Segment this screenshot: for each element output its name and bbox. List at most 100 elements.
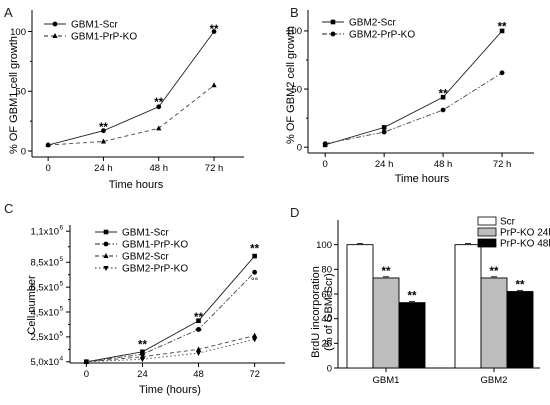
panel-c-significance-mark: °° [251, 276, 259, 286]
panel-d-y-tick-label: 100 [316, 240, 332, 251]
panel-d-label: D [290, 205, 299, 220]
panel-b-data-point [322, 141, 328, 147]
panel-b-series-line [325, 72, 503, 145]
panel-d-legend-label: PrP-KO 48h [500, 239, 550, 250]
panel-a-significance-mark: ** [154, 97, 163, 109]
panel-d-bar [346, 244, 374, 369]
panel-b-legend-label: GBM2-PrP-KO [349, 30, 415, 41]
panel-c-significance-mark: ** [194, 312, 203, 324]
panel-a-series-line [48, 31, 215, 146]
panel-d-legend-label: PrP-KO 24h [500, 228, 550, 239]
panel-b-significance-mark: ** [498, 21, 507, 33]
panel-c-series-line [86, 271, 255, 363]
panel-c-legend-marker [103, 253, 109, 258]
panel-c-legend-label: GBM2-PrP-KO [122, 264, 188, 275]
panel-b-ylabel: % OF GBM2 cell growth [285, 26, 297, 144]
panel-a-label: A [4, 5, 13, 20]
panel-c-y-tick-exponent: 4 [60, 355, 64, 362]
panel-d-bar [480, 277, 508, 369]
panel-a-y-tick-label: 100 [10, 27, 26, 38]
panel-d-legend-label: Scr [500, 217, 516, 228]
panel-d-bar [506, 291, 534, 369]
panel-d: D BrdU incorporation (% of GBM-Scr) 0 20 4… [290, 205, 550, 386]
panel-c-xlabel: Time (hours) [139, 384, 201, 396]
panel-d-bar [398, 302, 426, 369]
panel-c-x-tick-label: 48 [193, 369, 204, 380]
panel-b-x-tick-label: 48 h [434, 159, 453, 170]
panel-b-data-point [440, 107, 446, 113]
panel-c-data-point [195, 351, 202, 357]
panel-a-x-tick-label: 48 h [149, 163, 168, 174]
panel-c-data-point [195, 346, 202, 352]
panel-a-x-tick-label: 24 h [94, 163, 113, 174]
panel-d-legend-swatch [477, 238, 497, 248]
panel-d-category-label: GBM2 [481, 375, 508, 386]
panel-d-bar [372, 277, 400, 369]
panel-a-data-point [211, 82, 217, 88]
panel-a-legend-marker [52, 33, 58, 38]
panel-c-x-tick-label: 72 [249, 369, 260, 380]
panel-c: C Cell number Time (hours) 5,0x10 4 2,5x10… [4, 201, 285, 396]
panel-a-significance-mark: ** [99, 122, 108, 134]
panel-c-legend-marker [103, 229, 109, 235]
panel-b-x-tick-label: 0 [323, 159, 328, 170]
panel-b-x-tick-label: 72 h [493, 159, 512, 170]
panel-d-category-label: GBM1 [373, 375, 400, 386]
panel-b-y-tick-label: 50 [291, 84, 302, 95]
panel-d-y-tick-label: 0 [327, 363, 332, 374]
panel-c-legend-marker [103, 266, 109, 271]
panel-c-legend-label: GBM1-Scr [122, 228, 169, 239]
panel-b-y-tick-label: 0 [297, 142, 302, 153]
panel-c-y-tick-exponent: 5 [60, 281, 64, 288]
panel-a-data-point [45, 142, 51, 148]
panel-c-x-tick-label: 24 [137, 369, 148, 380]
panel-b-xlabel: Time hours [395, 173, 450, 185]
panel-d-ylabel2: (% of GBM-Scr) [323, 273, 335, 351]
panel-c-y-tick-exponent: 5 [60, 330, 64, 337]
panel-b-legend-marker [330, 31, 336, 37]
panel-c-y-tick-exponent: 5 [60, 306, 64, 313]
panel-d-ylabel: BrdU incorporation [310, 266, 322, 358]
panel-d-significance-mark: ** [408, 291, 417, 303]
panel-c-data-point [252, 269, 258, 275]
panel-a-x-tick-label: 0 [45, 163, 50, 174]
panel-b-data-point [381, 129, 387, 135]
panel-a-xlabel: Time hours [109, 179, 164, 191]
panel-d-legend-swatch [477, 227, 497, 237]
panel-d-significance-mark: ** [382, 266, 391, 278]
panel-a-x-tick-label: 72 h [205, 163, 224, 174]
panel-a-data-point [211, 29, 217, 34]
panel-b-label: B [290, 5, 299, 20]
panel-c-data-point [252, 337, 258, 343]
panel-b-data-point [440, 94, 446, 100]
panel-b-y-tick-label: 100 [286, 26, 302, 37]
panel-b-data-point [381, 125, 387, 130]
panel-c-y-tick-label: 4,5x10 [30, 307, 59, 318]
panel-b-legend-label: GBM2-Scr [349, 18, 396, 29]
panel-a-significance-mark: ** [210, 24, 219, 36]
panel-a-y-tick-label: 50 [15, 87, 26, 98]
panel-c-y-tick-label: 2,5x10 [30, 332, 59, 343]
panel-a-series-line [48, 84, 215, 146]
panel-c-label: C [4, 201, 13, 216]
panel-d-y-tick-label: 60 [321, 289, 332, 300]
panel-d-y-tick-label: 20 [321, 339, 332, 350]
panel-a-legend-marker [52, 21, 58, 27]
panel-b-significance-mark: ** [439, 89, 448, 101]
panel-a-data-point [100, 138, 107, 144]
panel-c-x-tick-label: 0 [84, 369, 89, 380]
panel-c-legend-marker [103, 241, 109, 247]
panel-c-significance-mark: ** [250, 244, 259, 256]
panel-b-data-point [499, 70, 505, 76]
panel-a-ylabel: % OF GBM1 cell growth [8, 36, 20, 154]
panel-a-legend-label: GBM1-Scr [71, 20, 118, 31]
panel-c-series-line [86, 255, 255, 363]
panel-c-significance-mark: ** [138, 339, 147, 351]
panel-c-legend-label: GBM1-PrP-KO [122, 240, 188, 251]
panel-d-y-tick-label: 40 [321, 314, 332, 325]
panel-c-y-tick-label: 1,1x10 [30, 227, 59, 238]
panel-c-y-tick-label: 8,5x10 [30, 258, 59, 269]
